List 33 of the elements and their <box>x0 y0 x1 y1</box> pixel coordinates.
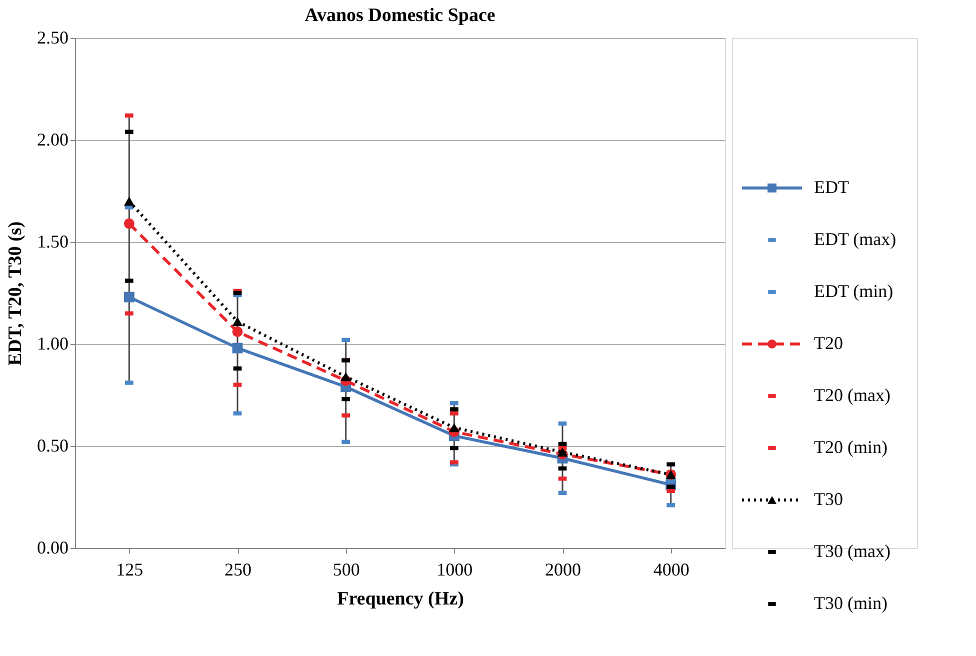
y-axis-title: EDT, T20, T30 (s) <box>5 221 26 366</box>
x-tick-label: 500 <box>332 560 360 580</box>
x-tick-label: 125 <box>116 560 144 580</box>
point <box>232 326 243 337</box>
legend-label: T20 (min) <box>814 437 888 457</box>
x-tick-label: 4000 <box>653 560 690 580</box>
point <box>124 218 134 229</box>
y-tick-label: 2.50 <box>37 28 68 48</box>
legend-label: T20 (max) <box>814 385 890 405</box>
point <box>232 317 243 326</box>
legend-label: EDT (min) <box>814 281 894 301</box>
x-axis-title: Frequency (Hz) <box>337 588 464 610</box>
legend-label: EDT (max) <box>814 229 896 249</box>
point <box>448 423 460 432</box>
x-tick-label: 250 <box>224 560 252 580</box>
point <box>232 342 243 354</box>
x-tick-label: 2000 <box>545 560 581 580</box>
y-tick-label: 0.00 <box>37 538 68 558</box>
y-tick-label: 2.00 <box>37 130 68 150</box>
point <box>557 448 568 457</box>
legend-label: T20 <box>814 333 843 353</box>
y-tick-label: 1.50 <box>37 232 68 252</box>
legend-label: EDT <box>814 177 849 197</box>
y-tick-label: 1.00 <box>37 334 68 354</box>
legend-label: T30 (min) <box>814 593 888 613</box>
legend-label: T30 (max) <box>814 541 890 561</box>
point <box>340 372 352 382</box>
point <box>124 196 134 206</box>
y-tick-label: 0.50 <box>37 436 68 456</box>
chart-title: Avanos Domestic Space <box>304 5 496 26</box>
legend-label: T30 <box>814 489 843 509</box>
x-tick-label: 1000 <box>436 560 473 580</box>
point <box>124 292 134 302</box>
